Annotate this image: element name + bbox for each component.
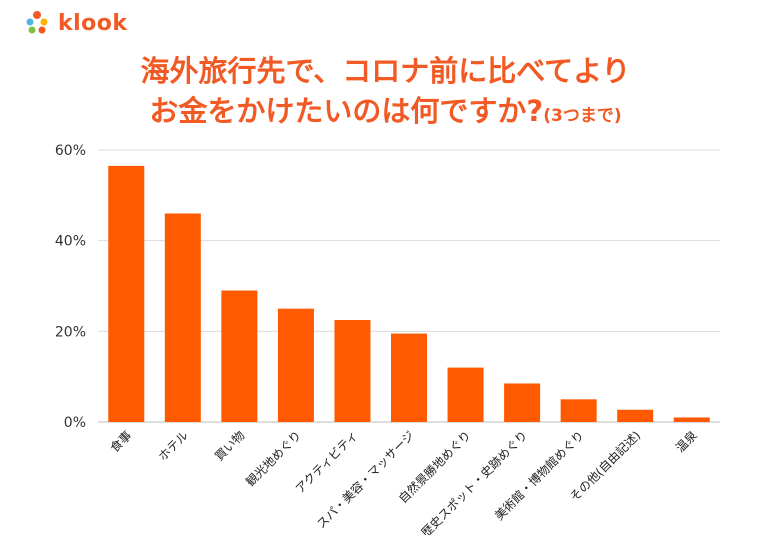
bar bbox=[108, 165, 145, 422]
klook-logo-icon bbox=[26, 11, 48, 34]
bar bbox=[334, 320, 371, 422]
brand-logo: klook bbox=[22, 8, 128, 38]
bar bbox=[504, 383, 541, 422]
x-tick-label: ホテル bbox=[156, 428, 191, 463]
bar bbox=[391, 333, 427, 422]
bar bbox=[447, 367, 484, 422]
y-tick-label: 20% bbox=[55, 324, 86, 340]
x-tick-label: 温泉 bbox=[673, 428, 700, 455]
chart-title-line1: 海外旅行先で、コロナ前に比べてより bbox=[140, 54, 631, 88]
bar bbox=[221, 290, 258, 422]
x-tick-label: 食事 bbox=[107, 428, 135, 456]
chart-title-line2: お金をかけたいのは何ですか?(3つまで) bbox=[0, 88, 771, 130]
bar bbox=[673, 417, 710, 422]
bar bbox=[560, 399, 597, 422]
y-tick-label: 0% bbox=[64, 415, 86, 431]
y-tick-label: 40% bbox=[55, 234, 86, 250]
bar bbox=[164, 213, 201, 422]
chart-title-note: (3つまで) bbox=[543, 106, 622, 126]
chart-title-line2-main: お金をかけたいのは何ですか? bbox=[149, 94, 544, 128]
x-tick-label: 歴史スポット・史跡めぐり bbox=[418, 428, 530, 535]
bar bbox=[617, 409, 654, 422]
x-tick-label: 買い物 bbox=[212, 428, 247, 463]
y-tick-label: 60% bbox=[55, 143, 86, 159]
bar bbox=[277, 308, 314, 422]
x-tick-label: スパ・美容・マッサージ bbox=[313, 428, 417, 532]
brand-name: klook bbox=[58, 10, 128, 36]
x-tick-label: 観光地めぐり bbox=[243, 428, 304, 489]
